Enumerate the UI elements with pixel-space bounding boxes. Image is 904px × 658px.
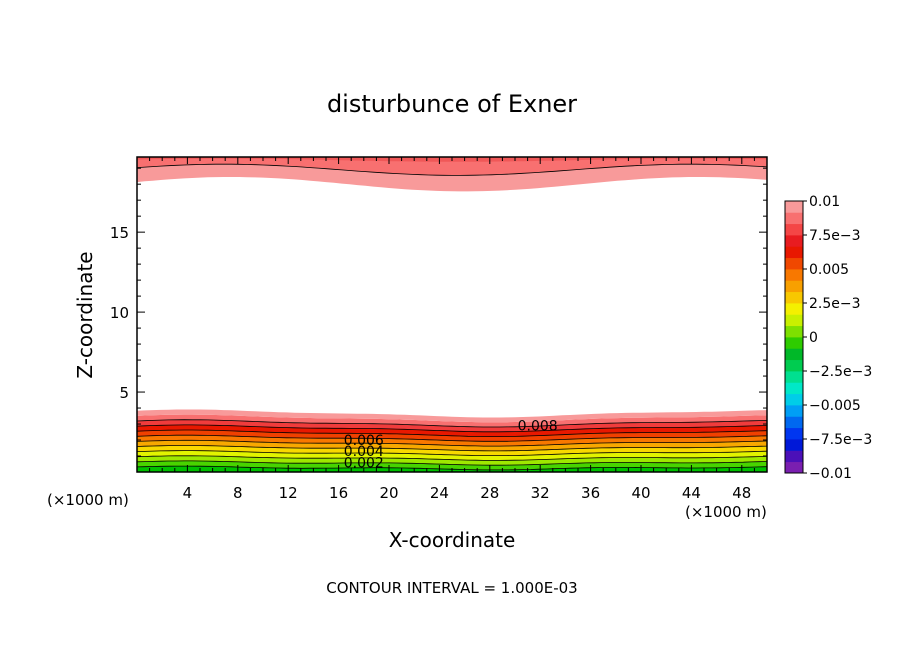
x-axis: 4 8 12 16 20 24 28 32 36 40 44 48	[149, 157, 755, 502]
colorbar-swatch	[785, 439, 803, 451]
colorbar-swatch	[785, 348, 803, 361]
y-tick-label: 5	[119, 384, 129, 402]
colorbar-label: −7.5e−3	[809, 432, 872, 448]
contour-interval-note: CONTOUR INTERVAL = 1.000E-03	[326, 579, 577, 597]
y-axis-label: Z-coordinate	[73, 251, 97, 378]
colorbar-label: 0.005	[809, 262, 849, 278]
colorbar-swatch	[785, 461, 803, 474]
x-tick-label: 28	[480, 484, 499, 502]
x-tick-label: 8	[233, 484, 243, 502]
colorbar-swatch	[785, 246, 803, 259]
y-tick-label: 10	[110, 304, 129, 322]
contour-label: 0.008	[518, 419, 558, 435]
colorbar-swatch	[785, 280, 803, 293]
contour-line	[137, 445, 767, 452]
contour-line	[137, 424, 767, 433]
colorbar-swatch	[785, 303, 803, 315]
contour-label: 0.004	[344, 444, 384, 460]
fill-band-bottom	[137, 419, 767, 432]
x-tick-label: 12	[279, 484, 298, 502]
fill-band-bottom	[137, 409, 767, 423]
fill-band-top-inner	[137, 157, 767, 176]
x-tick-label: 32	[531, 484, 550, 502]
x-tick-label: 16	[329, 484, 348, 502]
contour-line	[137, 163, 767, 176]
colorbar-label: −2.5e−3	[809, 364, 872, 380]
colorbar-label: 7.5e−3	[809, 228, 861, 244]
colorbar-swatch	[785, 371, 803, 383]
colorbar-swatch	[785, 382, 803, 395]
y-axis: 5 10 15	[110, 167, 767, 457]
contour-line	[137, 429, 767, 437]
x-tick-label: 40	[631, 484, 650, 502]
x-tick-label: 4	[183, 484, 193, 502]
colorbar-swatch	[785, 212, 803, 225]
colorbar-label: 0.01	[809, 194, 840, 210]
contour-label: 0.006	[344, 433, 384, 449]
colorbar-swatch	[785, 450, 803, 463]
colorbar	[784, 200, 804, 474]
colorbar-swatch	[785, 405, 803, 417]
x-tick-label: 36	[581, 484, 600, 502]
x-tick-label: 44	[682, 484, 701, 502]
contour-line	[137, 439, 767, 447]
chart-title: disturbunce of Exner	[327, 90, 577, 118]
colorbar-swatch	[785, 201, 803, 213]
y-tick-label: 15	[110, 224, 129, 242]
colorbar-label: 0	[809, 330, 818, 346]
x-axis-label: X-coordinate	[389, 528, 516, 552]
fill-band-bottom	[137, 460, 767, 470]
colorbar-swatch	[785, 337, 803, 349]
colorbar-swatch	[785, 359, 803, 372]
x-unit-right: (×1000 m)	[685, 503, 767, 521]
x-tick-label: 24	[430, 484, 449, 502]
contour-line	[137, 419, 767, 428]
colorbar-label: 2.5e−3	[809, 296, 861, 312]
colorbar-swatch	[785, 257, 803, 270]
contour-line	[137, 450, 767, 456]
x-tick-label: 48	[732, 484, 751, 502]
colorbar-swatch	[785, 325, 803, 338]
colorbar-swatch	[785, 269, 803, 281]
colorbar-swatch	[785, 393, 803, 406]
colorbar-swatch	[785, 427, 803, 440]
colorbar-labels: 0.01 7.5e−3 0.005 2.5e−3 0 −2.5e−3 −0.005 −7.5e…	[803, 194, 872, 482]
colorbar-swatch	[785, 314, 803, 327]
colorbar-label: −0.01	[809, 466, 852, 482]
colorbar-swatch	[785, 223, 803, 236]
contour-line	[137, 434, 767, 442]
colorbar-label: −0.005	[809, 398, 861, 414]
x-tick-label: 20	[379, 484, 398, 502]
contour-lines	[137, 163, 767, 471]
colorbar-swatch	[785, 416, 803, 429]
colorbar-swatch	[785, 235, 803, 247]
contour-line	[137, 460, 767, 466]
x-unit-left: (×1000 m)	[47, 491, 129, 509]
fill-band-bottom	[137, 430, 767, 442]
contour-label: 0.002	[344, 455, 384, 471]
contour-line	[137, 455, 767, 461]
colorbar-swatch	[785, 291, 803, 304]
